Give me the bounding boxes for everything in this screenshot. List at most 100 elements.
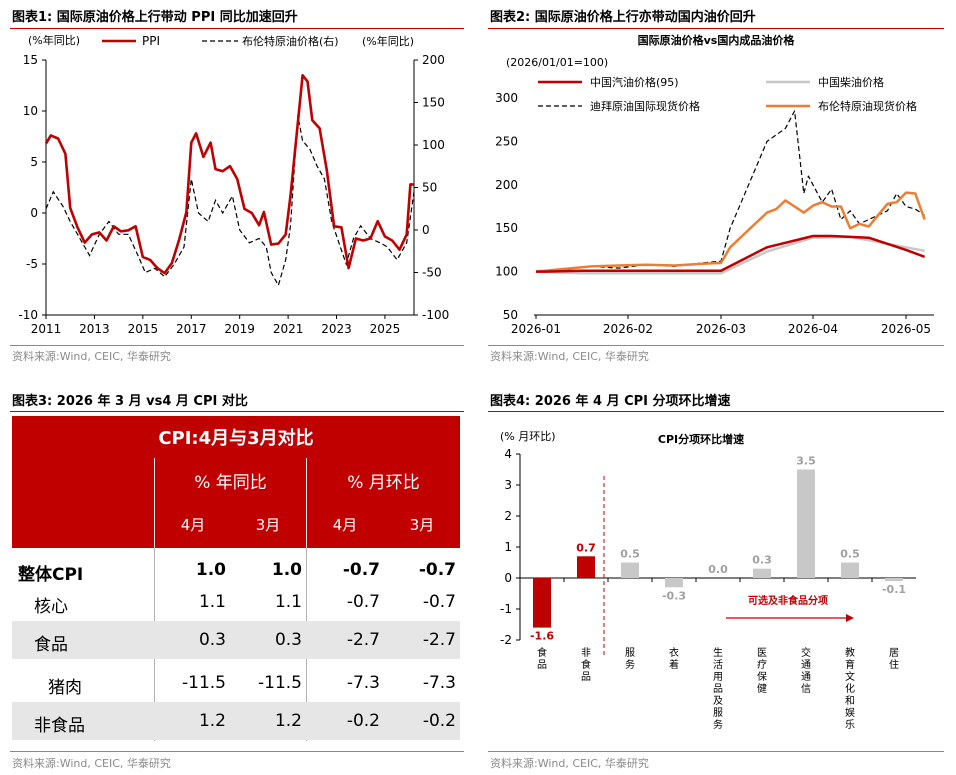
category-label: 保 xyxy=(757,670,767,683)
bar-value-label: 0.3 xyxy=(752,554,772,567)
panel4-source: 资料来源:Wind, CEIC, 华泰研究 xyxy=(490,757,649,770)
y-tick-label: 100 xyxy=(495,265,518,279)
y2-tick-label: 50 xyxy=(422,181,437,195)
x-tick-label: 2026-05 xyxy=(881,322,931,336)
category-label: 育 xyxy=(845,658,855,671)
bar xyxy=(621,562,639,578)
series-line xyxy=(535,110,925,273)
category-label: 用 xyxy=(713,672,723,683)
x-tick-label: 2026-03 xyxy=(696,322,746,336)
category-label: 交 xyxy=(801,646,811,659)
panel2-top-rule xyxy=(488,28,944,29)
bar xyxy=(577,556,595,578)
panel3-title: 图表3: 2026 年 3 月 vs4 月 CPI 对比 xyxy=(12,394,248,409)
table-row: 核心 1.1 1.1 -0.7 -0.7 xyxy=(12,583,460,621)
y2-tick-label: 150 xyxy=(422,96,445,110)
y-tick-label: -1 xyxy=(500,602,512,616)
category-label: 品 xyxy=(713,683,723,695)
y-tick-label: -2 xyxy=(500,633,512,647)
category-label: 生 xyxy=(713,646,723,659)
cell: -0.7 xyxy=(418,560,456,580)
panel1-top-rule xyxy=(10,28,464,29)
legend-brent-label: 布伦特原油价格(右) xyxy=(242,34,339,48)
y-tick-label: 3 xyxy=(504,478,512,492)
panel4-title: 图表4: 2026 年 4 月 CPI 分项环比增速 xyxy=(490,394,731,409)
table-header: % 年同比 4月 3月 % 月环比 4月 3月 xyxy=(12,458,460,548)
cell: -11.5 xyxy=(182,673,226,693)
cell: 0.3 xyxy=(274,630,302,650)
header-divider xyxy=(154,458,155,548)
subheader: 3月 xyxy=(255,516,281,534)
cell: -2.7 xyxy=(346,630,380,650)
y2-tick-label: 200 xyxy=(422,53,445,67)
panel2-source: 资料来源:Wind, CEIC, 华泰研究 xyxy=(490,350,649,363)
chart4-title: CPI分项环比增速 xyxy=(658,432,744,446)
cell: -0.2 xyxy=(422,711,456,731)
category-label: 和 xyxy=(845,695,855,707)
y2-tick-label: 100 xyxy=(422,138,445,152)
x-tick-label: 2026-02 xyxy=(603,322,653,336)
y-tick-label: 10 xyxy=(23,104,38,118)
chart2-oil-prices: 国际原油价格vs国内成品油价格 (2026/01/01=100) 300 250 200… xyxy=(495,33,934,336)
x-tick-label: 2025 xyxy=(370,322,401,336)
panel1-bottom-rule xyxy=(10,345,464,346)
category-label: 着 xyxy=(669,658,679,671)
category-label: 通 xyxy=(801,659,811,671)
bar xyxy=(533,578,551,628)
x-tick-label: 2011 xyxy=(31,322,62,336)
y-tick-label: 300 xyxy=(495,91,518,105)
annotation-arrow-head xyxy=(846,614,854,622)
y-axis-label: (%年同比) xyxy=(28,33,80,47)
y-tick-label: 0 xyxy=(504,571,512,585)
y-tick-label: -5 xyxy=(26,257,38,271)
panel3-top-rule xyxy=(10,411,464,412)
header-divider xyxy=(306,458,307,548)
row-label: 食品 xyxy=(34,635,68,655)
cell: 1.0 xyxy=(271,560,302,580)
bar-value-label: 0.5 xyxy=(620,548,640,561)
group-yoy-label: % 年同比 xyxy=(194,473,267,493)
y2-tick-label: -50 xyxy=(422,266,442,280)
y-axis-label: (% 月环比) xyxy=(500,430,556,443)
cell: 1.2 xyxy=(198,711,226,731)
legend-label: 布伦特原油现货价格 xyxy=(818,99,917,113)
y-tick-label: 2 xyxy=(504,509,512,523)
panel2-bottom-rule xyxy=(488,345,944,346)
table-title: CPI:4月与3月对比 xyxy=(12,416,460,458)
table-row: 食品 0.3 0.3 -2.7 -2.7 xyxy=(12,621,460,659)
category-label: 通 xyxy=(801,671,811,683)
bar-value-label: -0.3 xyxy=(662,589,686,602)
cell: -0.2 xyxy=(346,711,380,731)
cell: -7.3 xyxy=(346,673,380,693)
category-label: 服 xyxy=(713,707,723,719)
category-label: 化 xyxy=(845,682,855,695)
bar-value-label: 0.5 xyxy=(840,548,860,561)
category-label: 信 xyxy=(801,683,811,695)
cell: 1.2 xyxy=(274,711,302,731)
group-mom-label: % 月环比 xyxy=(347,473,420,493)
cell: -0.7 xyxy=(422,592,456,612)
bar-value-label: -0.1 xyxy=(882,583,906,596)
bar-value-label: 0.0 xyxy=(708,563,728,576)
cell: 0.3 xyxy=(198,630,226,650)
panel1-source: 资料来源:Wind, CEIC, 华泰研究 xyxy=(12,350,171,363)
bar-value-label: 0.7 xyxy=(576,541,596,554)
group-yoy: % 年同比 4月 3月 xyxy=(155,458,306,548)
row-label: 猪肉 xyxy=(48,678,82,698)
y-tick-label: 4 xyxy=(504,447,512,461)
category-label: 居 xyxy=(889,647,899,659)
subheader: 4月 xyxy=(180,516,206,534)
category-label: 乐 xyxy=(845,719,855,731)
bar xyxy=(841,562,859,578)
category-label: 衣 xyxy=(669,646,679,659)
series-ppi-line xyxy=(44,74,414,275)
category-label: 服 xyxy=(625,647,635,659)
table-row: 整体CPI 1.0 1.0 -0.7 -0.7 xyxy=(12,551,460,589)
cpi-comparison-table: CPI:4月与3月对比 % 年同比 4月 3月 % 月环比 4月 3月 整体CP… xyxy=(12,416,460,741)
y-tick-label: 1 xyxy=(504,540,512,554)
category-label: 食 xyxy=(581,658,591,671)
panel4-top-rule xyxy=(488,411,944,412)
panel3-source: 资料来源:Wind, CEIC, 华泰研究 xyxy=(12,757,171,770)
category-label: 务 xyxy=(713,718,723,731)
